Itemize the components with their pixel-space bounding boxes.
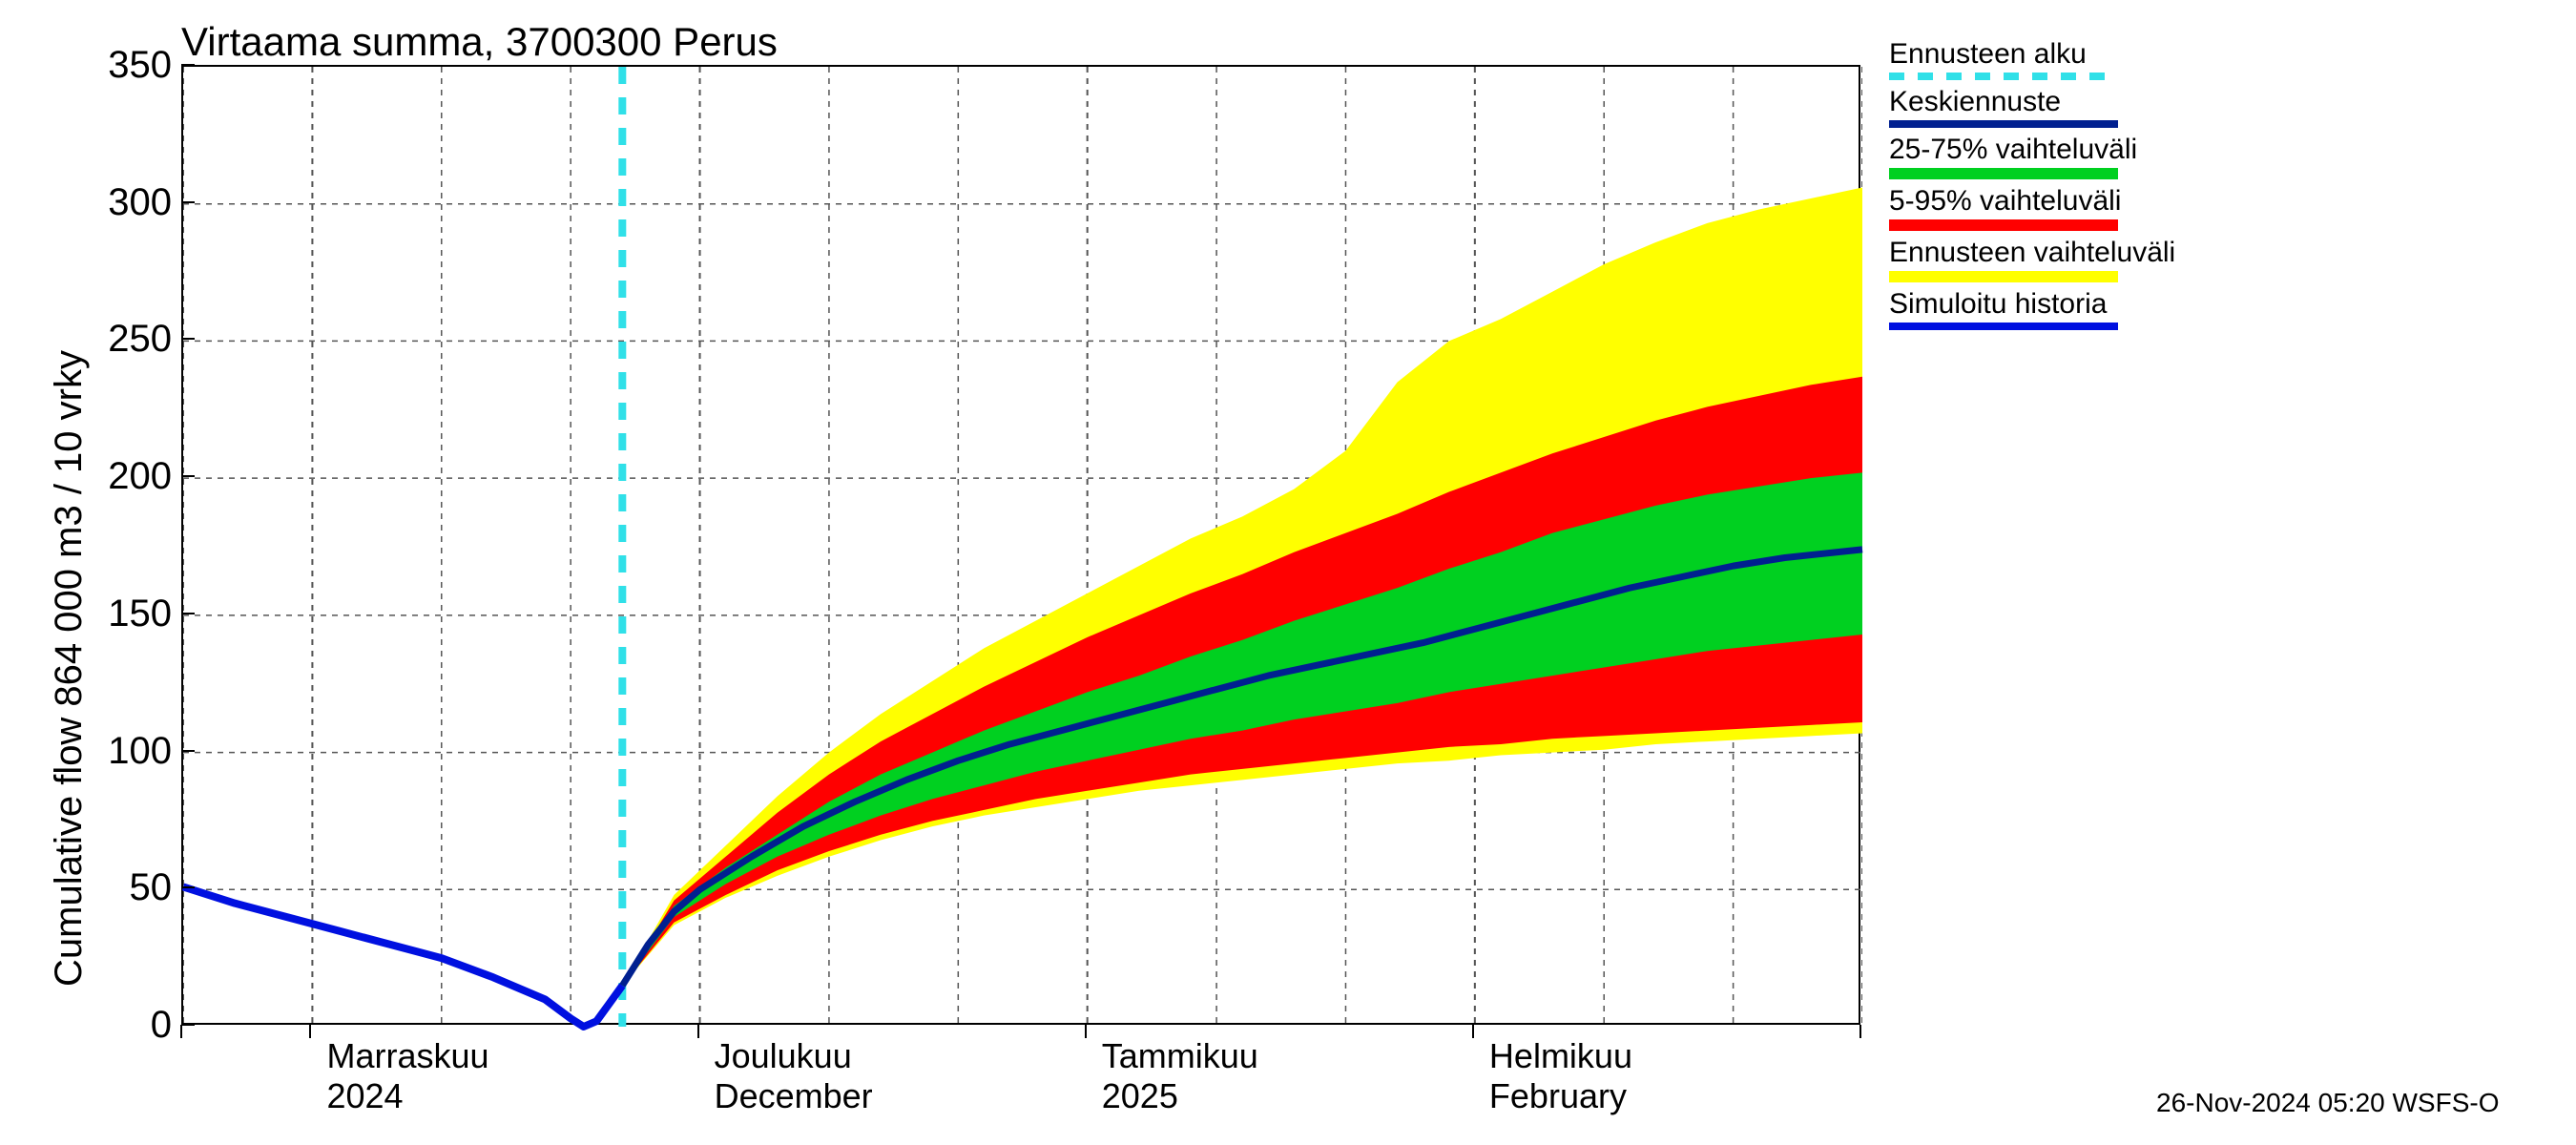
ytick-label: 350 bbox=[105, 44, 172, 87]
chart-canvas: Virtaama summa, 3700300 Perus Cumulative… bbox=[0, 0, 2576, 1145]
footer-timestamp: 26-Nov-2024 05:20 WSFS-O bbox=[2156, 1088, 2500, 1118]
xtick-mark bbox=[309, 1025, 311, 1038]
ytick-label: 300 bbox=[105, 181, 172, 224]
chart-svg bbox=[183, 67, 1862, 1027]
legend: Ennusteen alku Keskiennuste 25-75% vaihtel… bbox=[1889, 38, 2175, 336]
legend-swatch bbox=[1889, 120, 2118, 128]
ytick-mark bbox=[181, 475, 195, 477]
xtick-label: Marraskuu2024 bbox=[326, 1036, 488, 1116]
y-axis-label: Cumulative flow 864 000 m3 / 10 vrky bbox=[48, 350, 91, 987]
ytick-label: 100 bbox=[105, 730, 172, 773]
ytick-mark bbox=[181, 338, 195, 340]
ytick-mark bbox=[181, 886, 195, 888]
xtick-mark bbox=[180, 1025, 182, 1038]
history-line bbox=[183, 886, 622, 1027]
legend-label: Keskiennuste bbox=[1889, 86, 2175, 118]
ytick-label: 0 bbox=[105, 1004, 172, 1047]
ytick-mark bbox=[181, 201, 195, 203]
legend-swatch bbox=[1889, 271, 2118, 282]
legend-label: Ennusteen vaihteluväli bbox=[1889, 237, 2175, 269]
legend-item: Keskiennuste bbox=[1889, 86, 2175, 128]
legend-label: 25-75% vaihteluväli bbox=[1889, 134, 2175, 166]
legend-item: Ennusteen vaihteluväli bbox=[1889, 237, 2175, 282]
xtick-label: Tammikuu2025 bbox=[1102, 1036, 1258, 1116]
ytick-mark bbox=[181, 64, 195, 66]
ytick-mark bbox=[181, 1024, 195, 1026]
ytick-mark bbox=[181, 750, 195, 752]
ytick-label: 150 bbox=[105, 593, 172, 635]
legend-label: 5-95% vaihteluväli bbox=[1889, 185, 2175, 218]
ytick-label: 250 bbox=[105, 318, 172, 361]
chart-title: Virtaama summa, 3700300 Perus bbox=[181, 19, 778, 65]
legend-item: 5-95% vaihteluväli bbox=[1889, 185, 2175, 231]
ytick-mark bbox=[181, 613, 195, 614]
legend-item: Simuloitu historia bbox=[1889, 288, 2175, 330]
plot-area bbox=[181, 65, 1860, 1025]
xtick-mark bbox=[1085, 1025, 1087, 1038]
ytick-label: 50 bbox=[105, 866, 172, 909]
legend-swatch bbox=[1889, 219, 2118, 231]
xtick-mark bbox=[697, 1025, 699, 1038]
ytick-label: 200 bbox=[105, 455, 172, 498]
xtick-mark bbox=[1859, 1025, 1861, 1038]
xtick-mark bbox=[1472, 1025, 1474, 1038]
xtick-label: HelmikuuFebruary bbox=[1489, 1036, 1632, 1116]
legend-swatch bbox=[1889, 323, 2118, 330]
legend-label: Simuloitu historia bbox=[1889, 288, 2175, 321]
legend-item: 25-75% vaihteluväli bbox=[1889, 134, 2175, 179]
legend-swatch bbox=[1889, 73, 2118, 80]
legend-label: Ennusteen alku bbox=[1889, 38, 2175, 71]
legend-item: Ennusteen alku bbox=[1889, 38, 2175, 80]
xtick-label: JoulukuuDecember bbox=[715, 1036, 873, 1116]
legend-swatch bbox=[1889, 168, 2118, 179]
